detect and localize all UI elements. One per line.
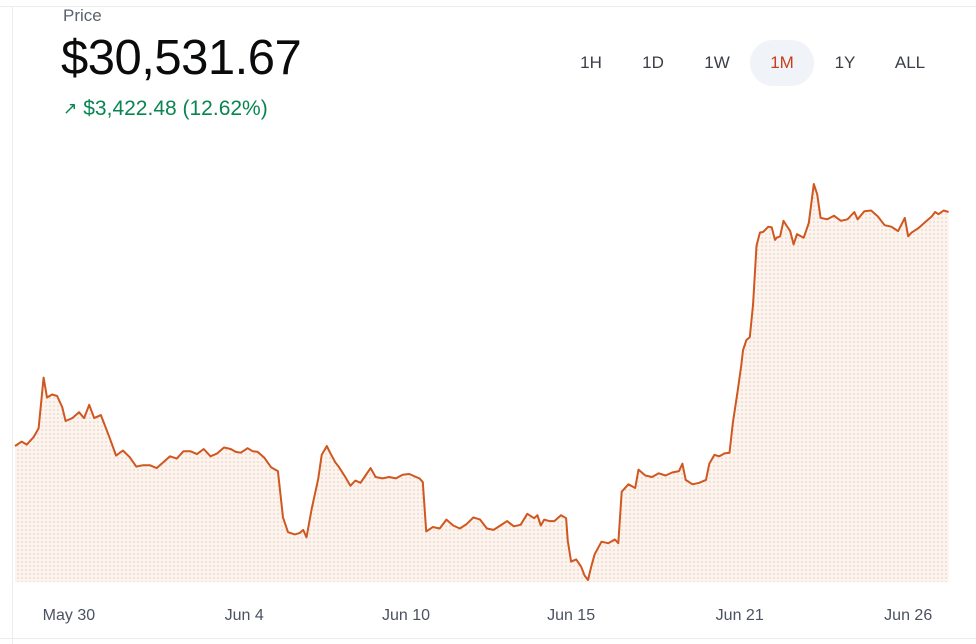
range-1y-button[interactable]: 1Y — [821, 40, 869, 86]
price-change: ↗ $3,422.48 (12.62%) — [63, 97, 268, 121]
time-range-selector: 1H 1D 1W 1M 1Y ALL — [0, 40, 976, 86]
price-change-text: $3,422.48 (12.62%) — [83, 97, 268, 120]
x-axis-tick-label: Jun 10 — [382, 607, 430, 624]
range-all-button[interactable]: ALL — [884, 40, 936, 86]
price-area-fill — [15, 184, 949, 582]
range-1m-button[interactable]: 1M — [750, 40, 814, 86]
range-1w-button[interactable]: 1W — [692, 40, 742, 86]
price-value: $30,531.67 — [61, 31, 302, 85]
frame-left-border — [12, 6, 13, 644]
frame-bottom-border — [0, 638, 976, 639]
frame-top-border — [0, 6, 976, 7]
price-label: Price — [63, 6, 102, 25]
x-axis-tick-label: Jun 26 — [884, 607, 932, 624]
x-axis-tick-label: Jun 21 — [716, 607, 764, 624]
range-1h-button[interactable]: 1H — [567, 40, 615, 86]
x-axis-tick-label: Jun 4 — [225, 607, 264, 624]
range-1d-button[interactable]: 1D — [629, 40, 677, 86]
x-axis-tick-label: May 30 — [43, 607, 96, 624]
price-line — [14, 183, 949, 581]
trend-up-arrow-icon: ↗ — [63, 99, 78, 118]
x-axis-tick-label: Jun 15 — [547, 607, 595, 624]
